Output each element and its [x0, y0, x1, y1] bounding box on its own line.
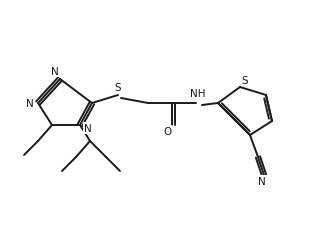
Text: O: O: [163, 126, 171, 137]
Text: N: N: [258, 176, 266, 186]
Text: NH: NH: [190, 89, 206, 99]
Text: N: N: [84, 123, 92, 134]
Text: S: S: [242, 76, 248, 86]
Text: N: N: [26, 99, 34, 109]
Text: N: N: [51, 67, 59, 77]
Text: S: S: [115, 83, 121, 93]
